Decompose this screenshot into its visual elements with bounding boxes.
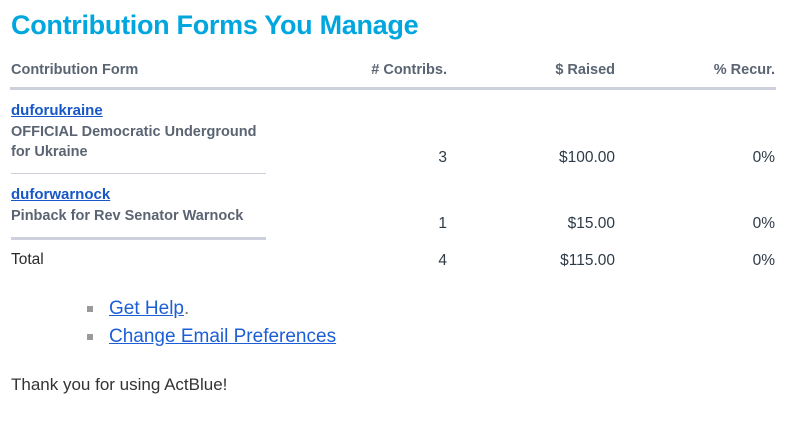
column-header-recur: % Recur. [713, 62, 775, 78]
page-title: Contribution Forms You Manage [11, 10, 419, 40]
change-email-preferences-link[interactable]: Change Email Preferences [109, 326, 337, 347]
table-row: duforukraine OFFICIAL Democratic Undergr… [10, 90, 776, 174]
total-contribs-value: 4 [438, 252, 447, 269]
row-form-cell: duforukraine OFFICIAL Democratic Undergr… [10, 90, 340, 174]
bullet-square-icon [87, 334, 93, 340]
form-block: duforwarnock Pinback for Rev Senator War… [11, 174, 340, 232]
form-block: duforukraine OFFICIAL Democratic Undergr… [11, 90, 340, 168]
table-body: duforukraine OFFICIAL Democratic Undergr… [10, 90, 776, 277]
table-total-row: Total 4 $115.00 0% [10, 240, 776, 277]
get-help-link[interactable]: Get Help [109, 298, 184, 319]
table-header-divider-cell [10, 87, 776, 90]
row-raised-value: $15.00 [567, 215, 615, 232]
table-header: Contribution Form # Contribs. $ Raised %… [10, 62, 776, 90]
row-divider [11, 173, 266, 174]
row-contribs-value: 1 [438, 215, 447, 232]
helper-links-list: Get Help. Change Email Preferences [10, 295, 776, 351]
contribution-forms-table: Contribution Form # Contribs. $ Raised %… [10, 62, 776, 277]
total-label-cell: Total [10, 240, 340, 277]
row-contribs-value: 3 [438, 149, 447, 166]
total-raised-value: $115.00 [560, 252, 615, 269]
contribution-form-link[interactable]: duforukraine [11, 102, 103, 119]
row-form-cell: duforwarnock Pinback for Rev Senator War… [10, 174, 340, 240]
contribution-form-description: OFFICIAL Democratic Underground for Ukra… [11, 124, 257, 160]
get-help-trailing-period: . [183, 298, 190, 319]
total-label: Total [11, 251, 44, 268]
column-header-raised: $ Raised [555, 62, 615, 78]
column-header-contribs: # Contribs. [371, 62, 447, 78]
table-header-divider-row [10, 87, 776, 90]
row-raised-value: $100.00 [558, 149, 615, 166]
contribution-form-link[interactable]: duforwarnock [11, 186, 111, 203]
row-divider [11, 237, 266, 240]
bullet-square-icon [87, 306, 93, 312]
table-header-divider [10, 87, 776, 90]
list-item: Get Help. [78, 295, 776, 323]
total-recur-value: 0% [752, 252, 775, 269]
row-recur-value: 0% [752, 215, 775, 232]
footer-note: Thank you for using ActBlue! [11, 375, 228, 394]
list-item: Change Email Preferences [78, 323, 776, 351]
contribution-form-description: Pinback for Rev Senator Warnock [11, 208, 244, 224]
table-header-row: Contribution Form # Contribs. $ Raised %… [10, 62, 776, 87]
column-header-contribution-form: Contribution Form [11, 62, 139, 78]
page-container: Contribution Forms You Manage Contributi… [0, 8, 786, 396]
table-row: duforwarnock Pinback for Rev Senator War… [10, 174, 776, 240]
row-recur-value: 0% [752, 149, 775, 166]
